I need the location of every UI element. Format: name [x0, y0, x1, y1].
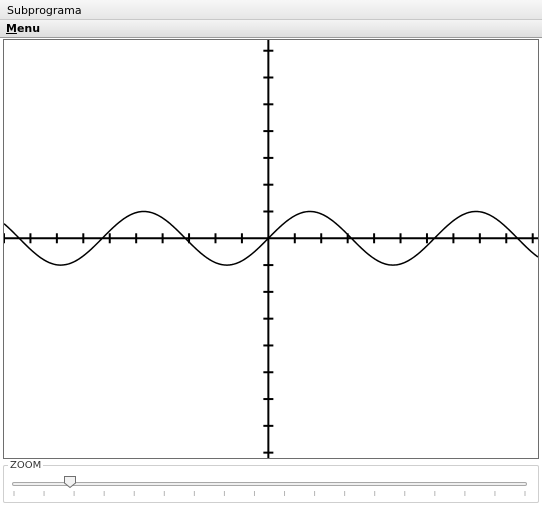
zoom-slider-thumb[interactable]: [63, 475, 77, 489]
window-title: Subprograma: [7, 4, 82, 17]
function-plot[interactable]: [3, 39, 539, 459]
zoom-panel: ZOOM: [3, 460, 539, 503]
menu-label-rest: enu: [16, 22, 41, 35]
zoom-slider-ticks: [13, 491, 526, 496]
menu-item-menu[interactable]: Menu: [6, 22, 40, 35]
window-titlebar: Subprograma: [0, 0, 542, 20]
plot-canvas[interactable]: [4, 40, 538, 458]
menu-bar: Menu: [0, 20, 542, 38]
zoom-label: ZOOM: [8, 460, 44, 471]
zoom-slider-track[interactable]: [12, 482, 527, 486]
sine-curve: [4, 210, 538, 266]
menu-mnemonic: M: [6, 22, 17, 35]
